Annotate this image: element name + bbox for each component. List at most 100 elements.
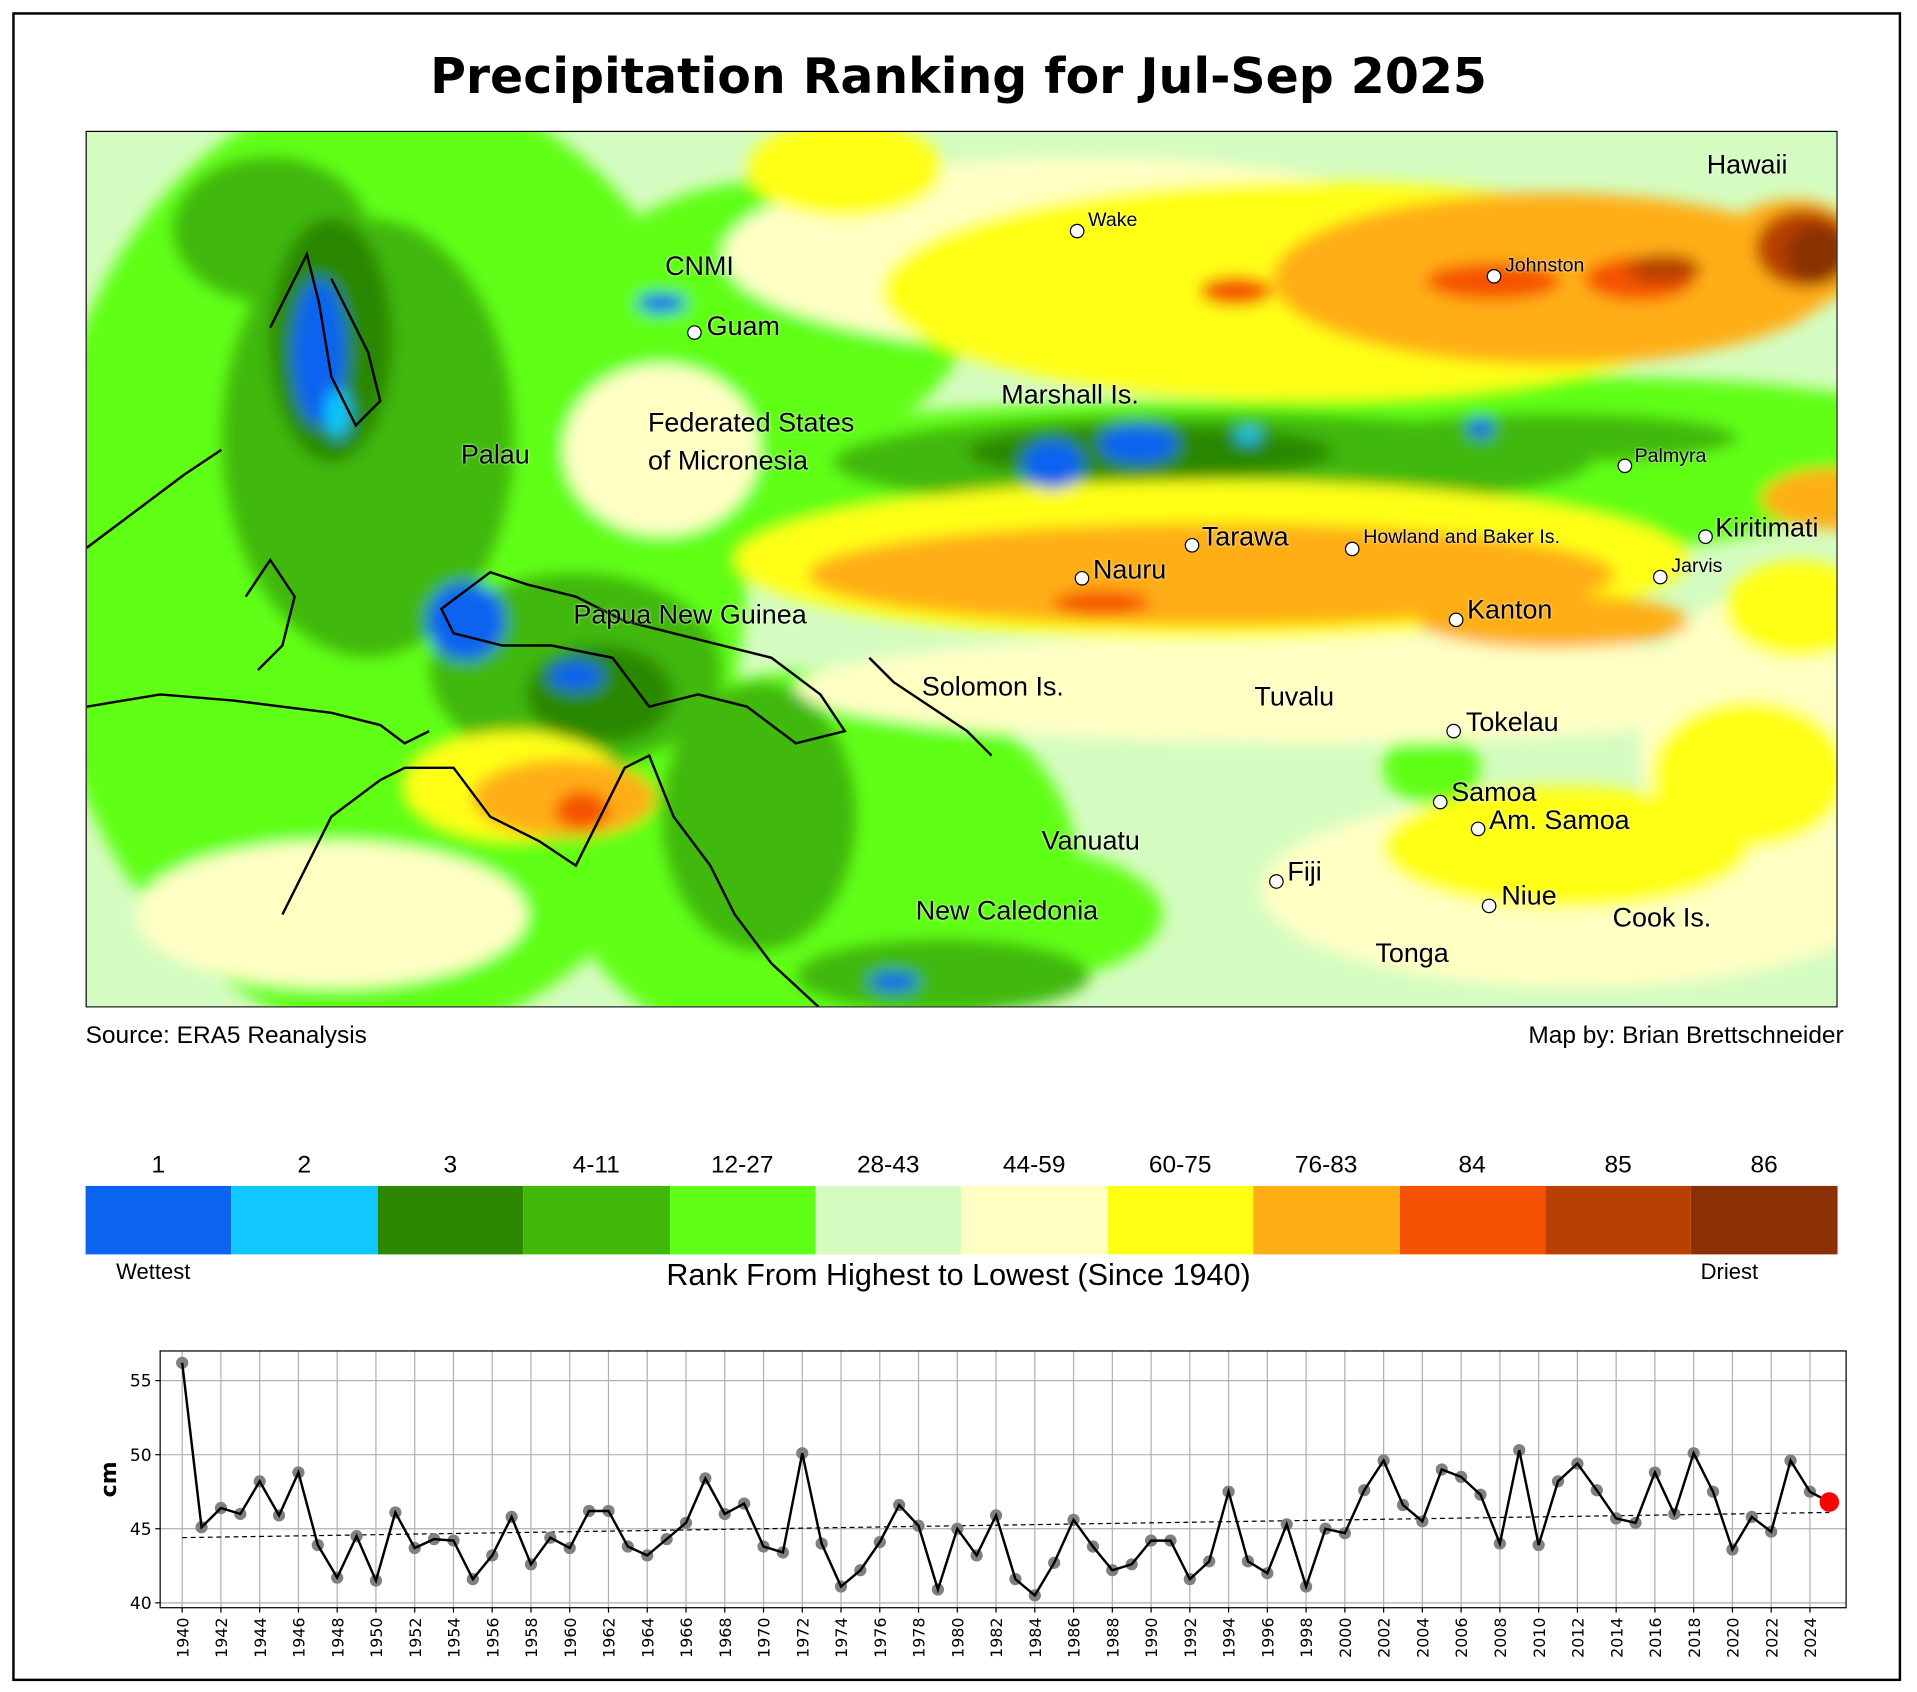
highlight-point-2025 <box>1819 1492 1840 1512</box>
map-label: Hawaii <box>1706 149 1788 180</box>
x-tick-label: 1988 <box>1103 1617 1122 1657</box>
colorbar-bin-label: 4-11 <box>572 1151 620 1179</box>
trend-line <box>182 1511 1830 1539</box>
coastline <box>269 250 382 428</box>
colorbar-swatch <box>85 1185 232 1255</box>
coastline <box>244 557 296 671</box>
rank-region <box>1382 731 1481 805</box>
location-dot <box>1470 821 1486 837</box>
rank-region <box>426 581 505 661</box>
x-tick-label: 1958 <box>522 1617 541 1657</box>
coastline <box>868 656 993 757</box>
map-label: Tokelau <box>1465 706 1559 738</box>
rank-region <box>869 971 919 992</box>
rank-region <box>1382 786 1750 909</box>
x-tick-label: 2006 <box>1452 1617 1471 1657</box>
coastline <box>86 693 430 745</box>
map-label: Fiji <box>1287 855 1322 887</box>
x-tick-label: 1948 <box>328 1617 347 1657</box>
x-tick-label: 1978 <box>910 1617 929 1657</box>
rank-region <box>747 132 943 218</box>
map-raster <box>86 132 1837 1007</box>
y-tick-label: 40 <box>130 1594 152 1614</box>
colorbar-title: Rank From Highest to Lowest (Since 1940) <box>666 1258 1251 1293</box>
x-tick-label: 1952 <box>406 1617 425 1657</box>
x-tick-label: 1994 <box>1220 1617 1239 1657</box>
colorbar-swatch <box>815 1185 962 1255</box>
map-label: Jarvis <box>1671 556 1723 578</box>
colorbar-bin-label: 76-83 <box>1294 1151 1358 1179</box>
x-tick-label: 2002 <box>1375 1617 1394 1657</box>
x-tick-label: 2008 <box>1491 1617 1510 1657</box>
source-text: Source: ERA5 Reanalysis <box>85 1022 367 1049</box>
map-label: Tuvalu <box>1254 680 1335 712</box>
x-tick-label: 2020 <box>1724 1617 1743 1657</box>
colorbar-swatch <box>961 1185 1108 1255</box>
x-tick-label: 1954 <box>445 1617 464 1657</box>
map-label: Palmyra <box>1634 446 1707 468</box>
location-dot <box>1344 541 1360 557</box>
map-label: Howland and Baker Is. <box>1363 526 1561 548</box>
coastline <box>439 570 847 745</box>
location-dot <box>1481 898 1497 914</box>
x-tick-label: 1980 <box>948 1617 967 1657</box>
rank-region <box>135 841 527 988</box>
rank-region <box>795 633 1823 744</box>
location-dot <box>1069 223 1085 239</box>
series-line <box>180 1362 1830 1598</box>
colorbar-bin-label: 28-43 <box>856 1151 920 1179</box>
y-axis-label: cm <box>97 1461 122 1497</box>
location-dot <box>1074 570 1090 586</box>
x-tick-label: 1998 <box>1297 1617 1316 1657</box>
map-label: Federated States <box>647 407 855 438</box>
map-label: Am. Samoa <box>1489 804 1630 836</box>
rank-region <box>636 293 686 313</box>
location-dot <box>687 325 702 340</box>
map-label: Tarawa <box>1201 520 1289 552</box>
rank-region <box>1099 424 1178 464</box>
colorbar-bin-label: 85 <box>1604 1151 1632 1179</box>
location-dot <box>1652 569 1668 585</box>
x-tick-label: 2000 <box>1336 1617 1355 1657</box>
rank-region <box>1236 427 1261 443</box>
x-tick-label: 1976 <box>871 1617 890 1657</box>
rank-region <box>1468 418 1493 438</box>
map-label: Tonga <box>1375 937 1449 969</box>
map-label: Nauru <box>1093 553 1167 585</box>
precipitation-rank-map: Hawaii Wake CNMI Guam Johnston Marshall … <box>85 130 1838 1008</box>
location-dot <box>1448 612 1464 628</box>
x-tick-label: 1946 <box>290 1617 309 1657</box>
rank-region <box>808 523 1616 626</box>
colorbar-bin-label: 1 <box>151 1151 166 1179</box>
rank-region <box>1786 223 1837 285</box>
map-label: of Micronesia <box>647 445 808 476</box>
x-tick-label: 1960 <box>561 1617 580 1657</box>
x-tick-label: 1962 <box>600 1617 619 1657</box>
colorbar-swatch <box>1691 1185 1838 1255</box>
colorbar-bin-label: 60-75 <box>1148 1151 1212 1179</box>
figure-frame <box>12 12 1902 1682</box>
plot-border <box>159 1350 1847 1609</box>
map-label: Samoa <box>1451 776 1537 807</box>
y-tick-label: 55 <box>130 1372 152 1392</box>
map-label: Cook Is. <box>1612 902 1712 933</box>
x-tick-label: 1940 <box>173 1617 192 1657</box>
location-dot <box>1446 723 1462 739</box>
colorbar-bin-label: 44-59 <box>1002 1151 1066 1179</box>
colorbar-bin-label: 84 <box>1458 1151 1486 1179</box>
precip-time-series-chart: 1940 1942 1944 1946 1948 1950 1952 1954 1956 1958… <box>97 1350 1847 1658</box>
location-dot <box>1617 458 1633 474</box>
x-tick-label: 1990 <box>1142 1617 1161 1657</box>
x-tick-label: 2010 <box>1530 1617 1549 1657</box>
colorbar-swatch <box>1107 1185 1254 1255</box>
x-tick-label: 1992 <box>1181 1617 1200 1657</box>
page-title: Precipitation Ranking for Jul-Sep 2025 <box>430 48 1487 106</box>
rank-region <box>325 388 350 438</box>
rank-region <box>1627 254 1701 284</box>
x-tick-label: 1972 <box>793 1617 812 1657</box>
rank-region <box>548 661 603 691</box>
colorbar-swatch <box>377 1185 524 1255</box>
coastline <box>86 448 222 549</box>
x-tick-label: 1944 <box>251 1617 270 1657</box>
map-label: Kanton <box>1467 594 1553 625</box>
